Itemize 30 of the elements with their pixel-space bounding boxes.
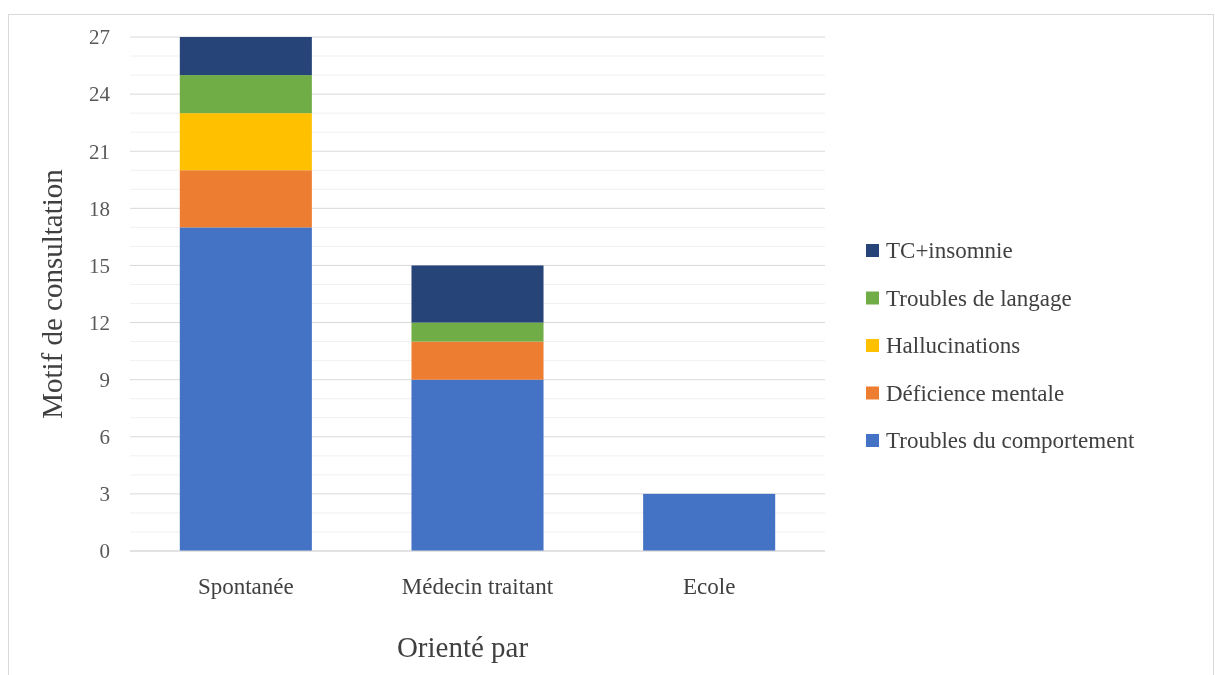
legend-label: Troubles du comportement: [886, 428, 1135, 454]
y-tick-label: 15: [89, 253, 110, 278]
y-tick-label: 12: [89, 310, 110, 335]
y-tick-label: 3: [99, 482, 110, 507]
bar: [179, 227, 312, 551]
bar: [179, 37, 312, 76]
legend-label: TC+insomnie: [886, 238, 1013, 264]
x-tick-label: Spontanée: [197, 574, 294, 599]
legend-label: Déficience mentale: [886, 380, 1065, 406]
bar: [411, 265, 544, 323]
y-tick-label: 24: [89, 82, 111, 107]
y-tick-label: 0: [99, 539, 110, 564]
legend-label: Troubles de langage: [886, 285, 1072, 311]
bar: [411, 322, 544, 342]
y-tick-label: 6: [99, 425, 110, 450]
x-tick-label: Ecole: [682, 574, 736, 599]
x-axis-title: Orienté par: [396, 631, 529, 663]
legend-label: Hallucinations: [886, 333, 1021, 359]
bar: [643, 493, 776, 551]
y-tick-label: 21: [89, 139, 110, 164]
y-tick-label: 27: [89, 25, 110, 50]
bar: [179, 75, 312, 114]
bar: [179, 113, 312, 171]
x-tick-label: Médecin traitant: [401, 574, 554, 599]
bar: [411, 379, 544, 551]
bar: [179, 170, 312, 228]
bar: [411, 341, 544, 380]
y-axis-title: Motif de consultation: [36, 168, 68, 419]
y-tick-label: 18: [89, 196, 110, 221]
y-tick-label: 9: [99, 368, 110, 393]
